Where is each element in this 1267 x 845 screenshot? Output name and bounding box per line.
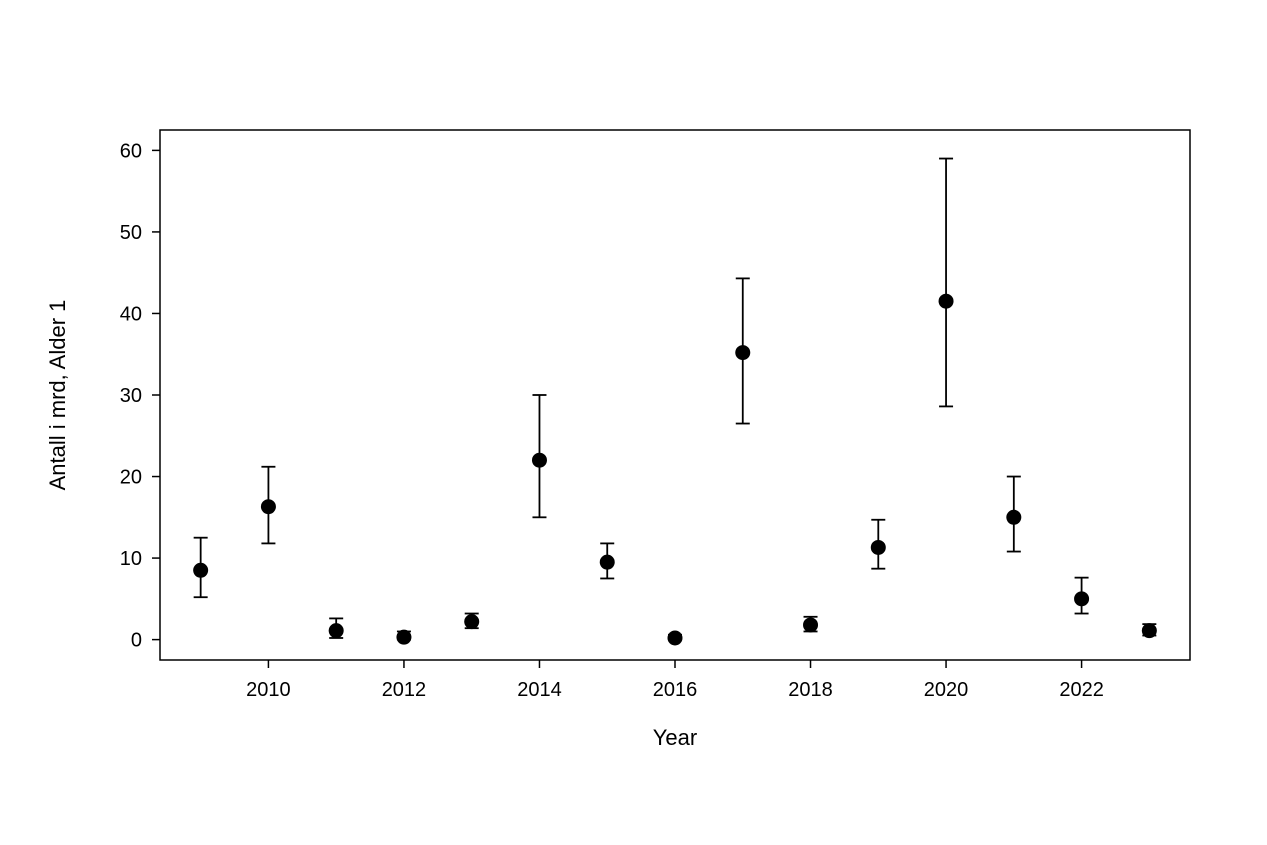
y-tick-label: 10 [120,548,142,570]
data-point [803,617,818,632]
y-tick-label: 40 [120,303,142,325]
x-tick-label: 2014 [517,679,562,701]
x-tick-label: 2010 [246,679,291,701]
x-tick-label: 2018 [788,679,833,701]
data-point [532,453,547,468]
data-point [1142,623,1157,638]
data-point [735,345,750,360]
data-point [193,563,208,578]
errorbar-chart: 2010 2012 2014 2016 2018 2020 2022 0 10 20 30 40 50 6… [0,0,1267,845]
data-point [261,499,276,514]
data-point [939,294,954,309]
data-point [329,623,344,638]
x-axis-label: Year [653,725,697,750]
x-tick-label: 2016 [653,679,698,701]
data-point [1074,591,1089,606]
y-tick-label: 0 [131,630,142,652]
x-tick-label: 2012 [382,679,427,701]
y-tick-label: 30 [120,385,142,407]
y-tick-label: 50 [120,222,142,244]
data-point [668,630,683,645]
data-point [600,555,615,570]
x-tick-label: 2022 [1059,679,1104,701]
data-point [871,540,886,555]
y-tick-label: 60 [120,140,142,162]
y-tick-label: 20 [120,467,142,489]
x-tick-label: 2020 [924,679,969,701]
data-point [1006,510,1021,525]
data-point [396,630,411,645]
data-point [464,614,479,629]
y-axis-label: Antall i mrd, Alder 1 [45,300,70,491]
